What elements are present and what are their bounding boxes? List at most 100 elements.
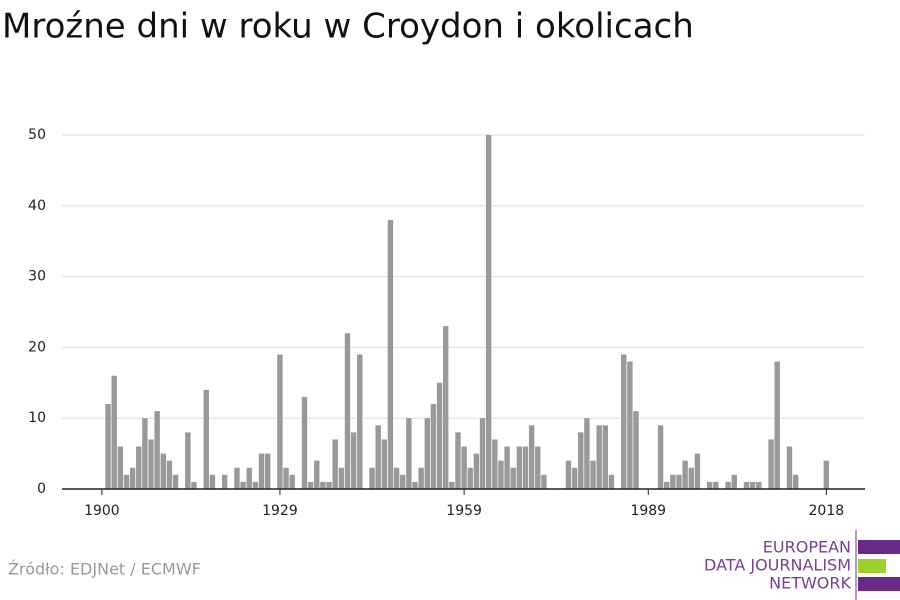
bar (596, 425, 602, 489)
x-tick-label: 1959 (446, 503, 482, 519)
bar (823, 460, 830, 489)
bar (430, 404, 437, 489)
bar (289, 474, 295, 489)
bar (467, 467, 473, 489)
bar (485, 135, 492, 489)
bar (350, 432, 357, 489)
y-tick-label: 10 (28, 410, 46, 426)
bar (449, 481, 455, 489)
bar (166, 460, 173, 489)
bar (105, 404, 111, 489)
source: Źródło: EDJNet / ECMWF (8, 560, 201, 579)
logo-bar (858, 577, 900, 591)
bar (731, 474, 737, 489)
bar (283, 467, 289, 489)
bar (528, 425, 535, 489)
y-tick-label: 0 (37, 481, 46, 497)
bar (792, 474, 799, 489)
bar (535, 446, 541, 489)
bar (725, 481, 731, 489)
bar (473, 453, 480, 489)
bar (706, 481, 713, 489)
bar (786, 446, 793, 489)
bar (694, 453, 701, 489)
bar (436, 382, 443, 489)
bar (160, 453, 166, 489)
bar (148, 439, 154, 489)
bar (123, 474, 130, 489)
bar (412, 481, 418, 489)
bar (136, 446, 142, 489)
bar (633, 411, 639, 489)
bar (442, 326, 449, 489)
bar (682, 460, 688, 489)
bar (743, 481, 750, 489)
logo-text: DATA JOURNALISM (704, 556, 851, 575)
bar (627, 361, 633, 489)
bar (670, 474, 676, 489)
bar (252, 481, 259, 489)
logo-text: NETWORK (769, 574, 851, 593)
bar (578, 432, 584, 489)
bar (307, 481, 314, 489)
bar (338, 467, 345, 489)
bar (504, 446, 510, 489)
bar (332, 439, 338, 489)
bar (209, 474, 216, 489)
bar (571, 467, 578, 489)
x-tick-label: 1900 (84, 503, 120, 519)
bar (565, 460, 572, 489)
y-tick-label: 40 (28, 198, 46, 214)
bar (381, 439, 388, 489)
bar (240, 481, 246, 489)
logo-bar (858, 559, 886, 573)
bar (749, 481, 756, 489)
y-tick-label: 30 (28, 269, 46, 285)
bar (406, 418, 412, 489)
bar (584, 418, 590, 489)
logo-text: EUROPEAN (763, 538, 851, 557)
bar (264, 453, 271, 489)
bar (314, 460, 320, 489)
logo: EUROPEAN DATA JOURNALISM NETWORK (704, 530, 900, 600)
bar (185, 432, 191, 489)
bar (387, 219, 394, 489)
bar (301, 396, 308, 489)
bar (393, 467, 400, 489)
bar (117, 446, 124, 489)
bar (191, 481, 197, 489)
bar (357, 354, 363, 489)
bar (461, 446, 467, 489)
bar (142, 418, 148, 489)
bar (608, 474, 615, 489)
bar (400, 474, 406, 489)
bar (602, 425, 609, 489)
bar (258, 453, 265, 489)
x-tick-label: 2018 (809, 503, 845, 519)
bar (541, 474, 547, 489)
bar (516, 446, 523, 489)
bar (756, 481, 762, 489)
bar (510, 467, 516, 489)
bar (129, 467, 136, 489)
bar (713, 481, 719, 489)
bar (768, 439, 774, 489)
chart-title: Mroźne dni w roku w Croydon i okolicach (2, 7, 694, 47)
bar (664, 481, 670, 489)
logo-bar (858, 540, 900, 554)
bar (221, 474, 228, 489)
bar (676, 474, 682, 489)
bar (277, 354, 283, 489)
bar (246, 467, 252, 489)
bar (424, 418, 430, 489)
bar (621, 354, 627, 489)
bar (154, 411, 160, 489)
bar (203, 389, 209, 489)
bar (344, 333, 351, 489)
bar (774, 361, 780, 489)
bar (375, 425, 381, 489)
bar (590, 460, 596, 489)
bar (479, 418, 486, 489)
bar (657, 425, 664, 489)
